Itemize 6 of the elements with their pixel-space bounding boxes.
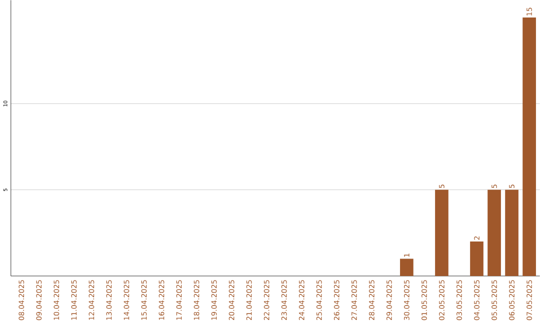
- bar: [488, 190, 501, 276]
- bar: [470, 242, 484, 276]
- bar: [505, 190, 518, 276]
- bar: [400, 258, 414, 276]
- bar: [522, 17, 536, 276]
- bar: [435, 190, 448, 276]
